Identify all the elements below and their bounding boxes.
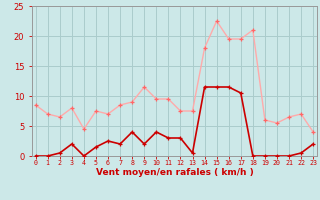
X-axis label: Vent moyen/en rafales ( km/h ): Vent moyen/en rafales ( km/h ) (96, 168, 253, 177)
